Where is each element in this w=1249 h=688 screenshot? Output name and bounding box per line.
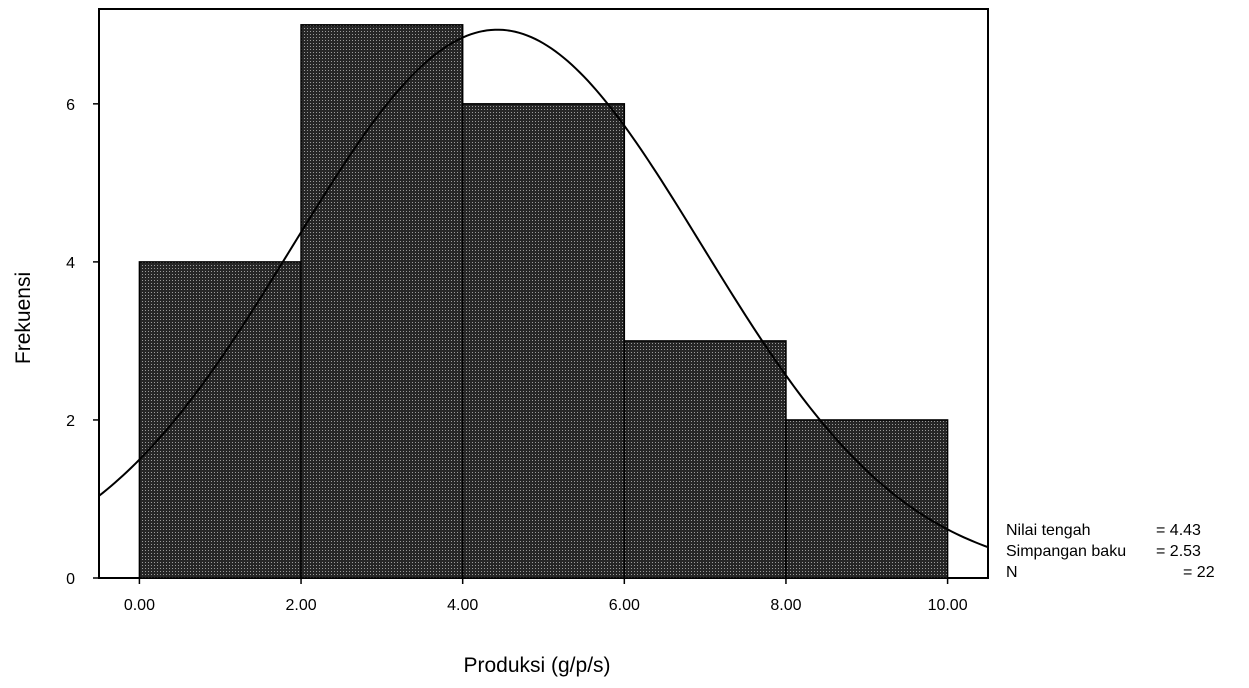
x-axis-title: Produksi (g/p/s) [463, 654, 610, 677]
histogram-bar [785, 419, 949, 579]
stat-mean-label: Nilai tengah [1006, 522, 1091, 539]
histogram-bar [461, 103, 626, 579]
x-tick-label: 6.00 [609, 597, 640, 614]
x-tick-label: 2.00 [285, 597, 316, 614]
stats-box: Nilai tengah = 4.43 Simpangan baku = 2.5… [1006, 522, 1215, 581]
histogram-bar [300, 24, 464, 579]
y-tick-label: 0 [66, 571, 75, 588]
stat-sd-value: = 2.53 [1156, 543, 1201, 560]
stat-sd-label: Simpangan baku [1006, 543, 1126, 560]
x-tick-label: 10.00 [928, 597, 968, 614]
normal-curve [98, 28, 989, 549]
x-tick-label: 8.00 [770, 597, 801, 614]
x-tick-label: 0.00 [124, 597, 155, 614]
stat-n-value: = 22 [1183, 564, 1215, 581]
y-tick-label: 4 [66, 255, 75, 272]
y-tick-label: 2 [66, 413, 75, 430]
histogram-bar [138, 261, 302, 579]
stat-n-label: N [1006, 564, 1018, 581]
y-axis-title: Frekuensi [12, 272, 35, 364]
x-tick-label: 4.00 [447, 597, 478, 614]
histogram-bar [623, 340, 787, 579]
stat-mean-value: = 4.43 [1156, 522, 1201, 539]
y-tick-label: 6 [66, 97, 75, 114]
